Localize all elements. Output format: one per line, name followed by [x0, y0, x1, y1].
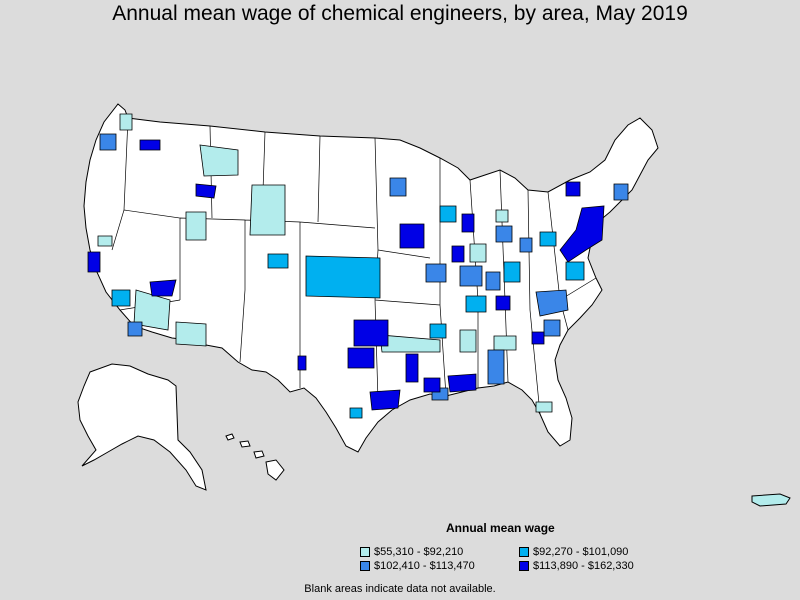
- legend-label-2: $92,270 - $101,090: [533, 546, 629, 558]
- map-title: Annual mean wage of chemical engineers, …: [112, 2, 688, 25]
- legend-item-3: $102,410 - $113,470: [360, 559, 475, 573]
- legend-label-3: $102,410 - $113,470: [374, 560, 475, 572]
- legend-item-1: $55,310 - $92,210: [360, 545, 463, 559]
- legend-item-2: $92,270 - $101,090: [519, 545, 628, 559]
- legend-swatch-3: [360, 561, 370, 571]
- legend-label-4: $113,890 - $162,330: [533, 560, 634, 572]
- legend-swatch-1: [360, 547, 370, 557]
- puerto-rico-shape: [751, 493, 791, 507]
- alaska-shape: [77, 363, 207, 491]
- legend-title: Annual mean wage: [446, 521, 555, 535]
- footnote: Blank areas indicate data not available.: [304, 583, 496, 595]
- hawaii-islands: [225, 433, 285, 481]
- legend-swatch-2: [519, 547, 529, 557]
- legend-label-1: $55,310 - $92,210: [374, 546, 464, 558]
- legend-swatch-4: [519, 561, 529, 571]
- legend-item-4: $113,890 - $162,330: [519, 559, 634, 573]
- wage-areas: [87, 113, 629, 419]
